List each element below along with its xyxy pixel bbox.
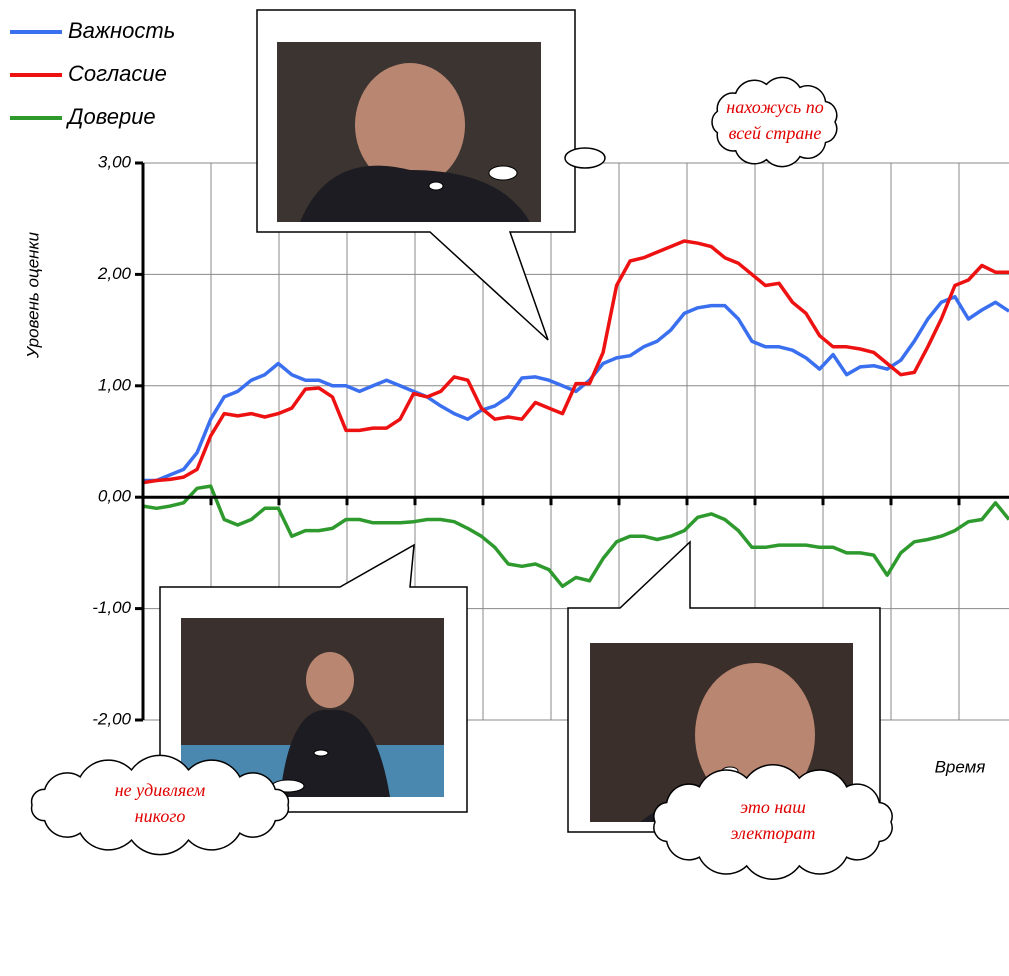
photo-face: [306, 652, 354, 708]
photo-body: [280, 709, 390, 797]
annotation: это наш: [740, 797, 806, 817]
legend-label: Согласие: [68, 61, 167, 86]
y-tick-label: -2,00: [92, 709, 131, 728]
bubble: [428, 181, 444, 191]
photo-body: [300, 165, 530, 222]
y-tick-label: 0,00: [98, 487, 132, 506]
photo-face: [355, 63, 465, 187]
legend-label: Важность: [68, 18, 175, 43]
series-line: [143, 294, 1009, 483]
annotation: не удивляем: [115, 780, 206, 800]
cloud: [30, 754, 290, 856]
clouds: нахожусь по всей стране не удивляем никого э…: [30, 76, 893, 880]
annotation: никого: [135, 806, 186, 826]
annotation: всей стране: [729, 123, 822, 143]
thought-bubble: [564, 147, 606, 169]
bubble: [313, 749, 329, 757]
x-axis-label: Время: [935, 757, 986, 776]
cloud: [711, 76, 838, 168]
series-line: [142, 239, 1009, 485]
annotation: электорат: [731, 823, 816, 843]
lines: [142, 239, 1009, 589]
annotation: нахожусь по: [726, 97, 823, 117]
y-tick-label: 2,00: [97, 264, 132, 283]
y-axis-label: Уровень оценки: [23, 231, 42, 359]
legend-label: Доверие: [65, 104, 156, 129]
series-line: [142, 484, 1009, 589]
cloud: [653, 764, 893, 880]
y-tick-label: 3,00: [98, 152, 132, 171]
axes: -2,00 -1,00 0,00 1,00 2,00 3,00: [92, 152, 1009, 728]
bubble: [488, 165, 518, 181]
y-tick-label: -1,00: [92, 598, 131, 617]
y-tick-label: 1,00: [98, 375, 132, 394]
